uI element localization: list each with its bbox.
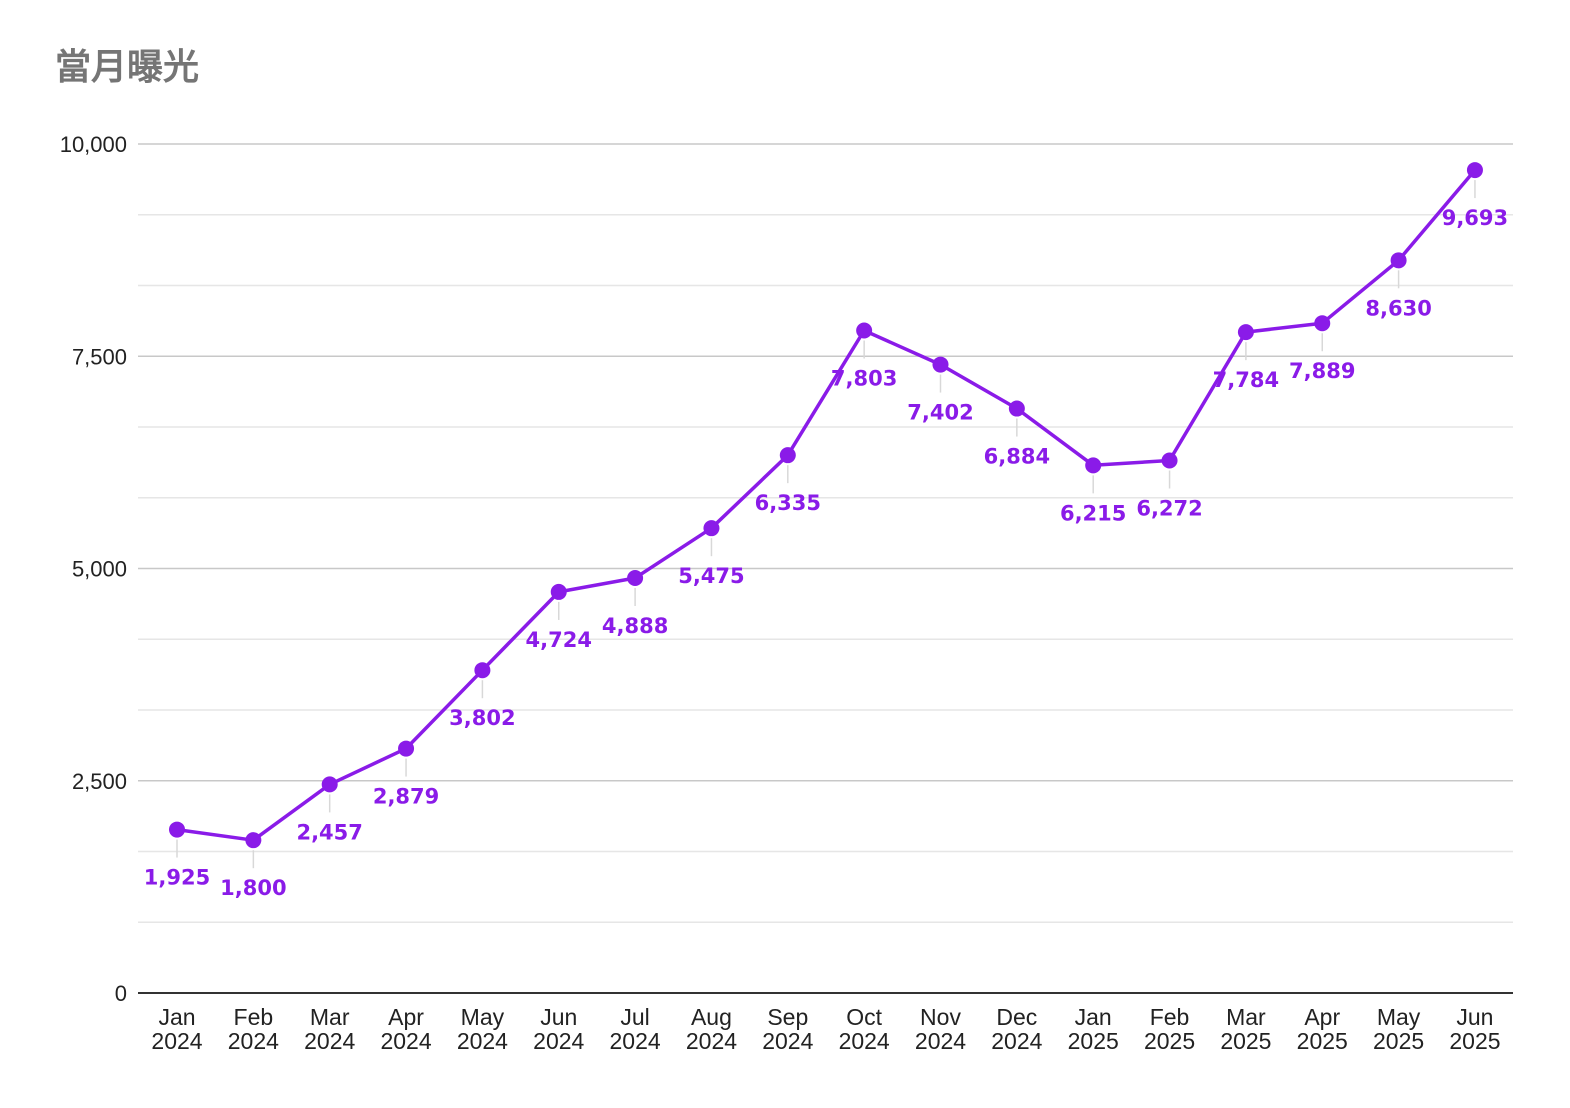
x-tick-label: Jan 2024 — [151, 1004, 202, 1054]
data-point — [703, 520, 720, 537]
data-label: 7,402 — [907, 401, 973, 425]
x-tick-label: Feb 2025 — [1144, 1004, 1195, 1054]
data-label: 9,693 — [1442, 206, 1508, 230]
y-tick-label: 5,000 — [72, 557, 127, 582]
data-label: 1,925 — [144, 866, 210, 890]
data-point — [779, 447, 796, 464]
data-label: 7,784 — [1213, 368, 1279, 392]
x-tick-label: Feb 2024 — [228, 1004, 279, 1054]
data-label: 4,888 — [602, 614, 668, 638]
x-tick-label: Dec 2024 — [991, 1004, 1042, 1054]
data-label: 6,884 — [984, 445, 1050, 469]
data-point — [321, 776, 338, 793]
data-point — [1390, 252, 1407, 269]
data-label: 2,879 — [373, 785, 439, 809]
x-axis: Jan 2024 Feb 2024 Mar 2024 Apr 2024 May 2024 Jun 20… — [138, 992, 1513, 1054]
data-label: 4,724 — [526, 628, 592, 652]
data-label: 1,800 — [220, 876, 286, 900]
data-point — [1466, 162, 1483, 179]
data-label: 6,272 — [1136, 497, 1202, 521]
data-point — [1085, 457, 1102, 474]
x-tick-label: Sep 2024 — [762, 1004, 813, 1054]
x-tick-label: May 2025 — [1373, 1004, 1424, 1054]
data-label: 8,630 — [1365, 296, 1431, 320]
series — [175, 168, 1477, 842]
x-tick-label: Jun 2024 — [533, 1004, 584, 1054]
x-tick-label: Aug 2024 — [686, 1004, 737, 1054]
data-labels: 1,925 1,800 2,457 2,879 3,802 4,724 4,888 5,475… — [144, 206, 1508, 900]
y-tick-label: 7,500 — [72, 344, 127, 369]
x-tick-label: Oct 2024 — [839, 1004, 890, 1054]
chart-title: 當月曝光 — [55, 47, 200, 88]
data-points — [169, 162, 1483, 849]
data-point — [398, 740, 415, 757]
x-tick-label: Apr 2025 — [1297, 1004, 1348, 1054]
x-tick-label: Mar 2025 — [1220, 1004, 1271, 1054]
x-tick-label: Mar 2024 — [304, 1004, 355, 1054]
data-label: 2,457 — [296, 820, 362, 844]
data-point — [474, 662, 491, 679]
data-label: 7,889 — [1289, 359, 1355, 383]
data-label: 3,802 — [449, 706, 515, 730]
x-tick-label: Jan 2025 — [1068, 1004, 1119, 1054]
x-tick-label: Apr 2024 — [380, 1004, 431, 1054]
x-tick-label: Jul 2024 — [610, 1004, 661, 1054]
y-tick-label: 2,500 — [72, 769, 127, 794]
data-point — [1161, 452, 1178, 469]
x-tick-label: Jun 2025 — [1449, 1004, 1500, 1054]
label-leaders — [176, 180, 1476, 869]
data-point — [169, 821, 185, 838]
series-line — [175, 168, 1477, 842]
grid-lines — [138, 143, 1513, 923]
data-point — [932, 356, 949, 373]
data-label: 6,335 — [755, 491, 821, 515]
data-point — [550, 583, 567, 600]
data-point — [245, 832, 262, 849]
y-tick-label: 10,000 — [60, 132, 127, 157]
data-label: 6,215 — [1060, 501, 1126, 525]
data-label: 7,803 — [831, 367, 897, 391]
data-label: 5,475 — [678, 564, 744, 588]
x-tick-label: May 2024 — [457, 1004, 508, 1054]
data-point — [1314, 315, 1331, 332]
y-tick-label: 0 — [115, 981, 127, 1006]
data-point — [1008, 400, 1025, 417]
data-point — [856, 322, 873, 339]
data-point — [1237, 324, 1254, 341]
data-point — [627, 570, 644, 587]
y-axis: 0 2,500 5,000 7,500 10,000 — [60, 132, 127, 1006]
x-tick-label: Nov 2024 — [915, 1004, 966, 1054]
